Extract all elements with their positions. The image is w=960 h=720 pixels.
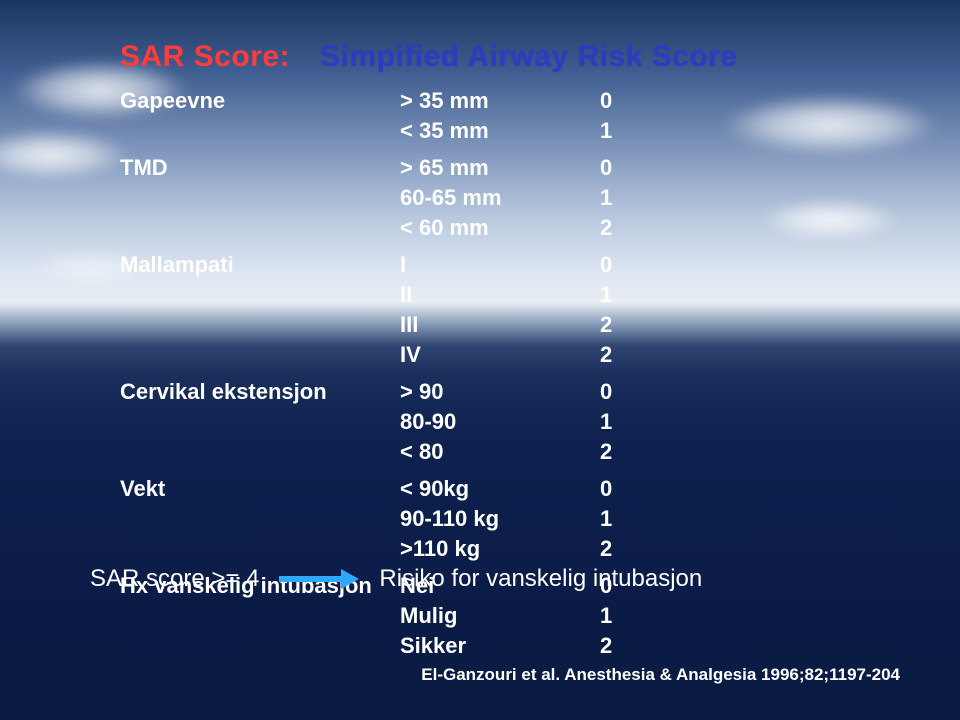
criterion-score: 1: [600, 407, 660, 437]
criterion-score: 2: [600, 213, 660, 243]
criterion-value: < 90kg: [400, 474, 600, 504]
criterion-score: 0: [600, 474, 660, 504]
criterion-value: < 80: [400, 437, 600, 467]
title: SAR Score: Simpified Airway Risk Score: [120, 40, 880, 74]
criterion-row: Gapeevne > 35 mm0 < 35 mm1: [120, 86, 880, 145]
criterion-value: 90-110 kg: [400, 504, 600, 534]
criterion-row: TMD > 65 mm0 60-65 mm1 < 60 mm2: [120, 153, 880, 242]
criterion-score: 0: [600, 86, 660, 116]
arrow-icon: [279, 572, 359, 586]
criterion-score: 1: [600, 601, 660, 631]
criterion-score: 1: [600, 280, 660, 310]
criterion-value: Sikker: [400, 631, 600, 661]
criterion-value: < 35 mm: [400, 116, 600, 146]
criterion-label: Mallampati: [120, 250, 400, 280]
cloud-decor: [0, 130, 130, 180]
criterion-score: 2: [600, 340, 660, 370]
criterion-value: 60-65 mm: [400, 183, 600, 213]
criterion-label: Cervikal ekstensjon: [120, 377, 400, 407]
title-left: SAR Score:: [120, 40, 290, 74]
criterion-value: I: [400, 250, 600, 280]
criterion-score: 0: [600, 153, 660, 183]
criterion-score: 0: [600, 250, 660, 280]
criterion-label: TMD: [120, 153, 400, 183]
footer-left: SAR score >= 4: [90, 565, 259, 593]
criterion-value: >110 kg: [400, 534, 600, 564]
criterion-value: Mulig: [400, 601, 600, 631]
title-right: Simpified Airway Risk Score: [320, 40, 738, 74]
criterion-value: IV: [400, 340, 600, 370]
criterion-score: 2: [600, 310, 660, 340]
criterion-value: < 60 mm: [400, 213, 600, 243]
footer-right: Risiko for vanskelig intubasjon: [379, 565, 702, 593]
criterion-value: 80-90: [400, 407, 600, 437]
criterion-row: Vekt < 90kg0 90-110 kg1 >110 kg2: [120, 474, 880, 563]
footer: SAR score >= 4 Risiko for vanskelig intu…: [90, 565, 702, 593]
criterion-value: > 65 mm: [400, 153, 600, 183]
citation: El-Ganzouri et al. Anesthesia & Analgesi…: [421, 665, 900, 685]
slide: SAR Score: Simpified Airway Risk Score G…: [0, 0, 960, 720]
criterion-row: Mallampati I0 II1 III2 IV2: [120, 250, 880, 369]
criterion-score: 1: [600, 504, 660, 534]
criterion-row: Cervikal ekstensjon > 900 80-901 < 802: [120, 377, 880, 466]
criterion-score: 2: [600, 534, 660, 564]
criterion-value: > 90: [400, 377, 600, 407]
criterion-label: Vekt: [120, 474, 400, 504]
criterion-value: III: [400, 310, 600, 340]
criterion-score: 2: [600, 437, 660, 467]
criterion-label: Gapeevne: [120, 86, 400, 116]
criterion-score: 1: [600, 183, 660, 213]
criterion-value: > 35 mm: [400, 86, 600, 116]
criterion-value: II: [400, 280, 600, 310]
criterion-score: 0: [600, 377, 660, 407]
criterion-score: 2: [600, 631, 660, 661]
criterion-score: 1: [600, 116, 660, 146]
